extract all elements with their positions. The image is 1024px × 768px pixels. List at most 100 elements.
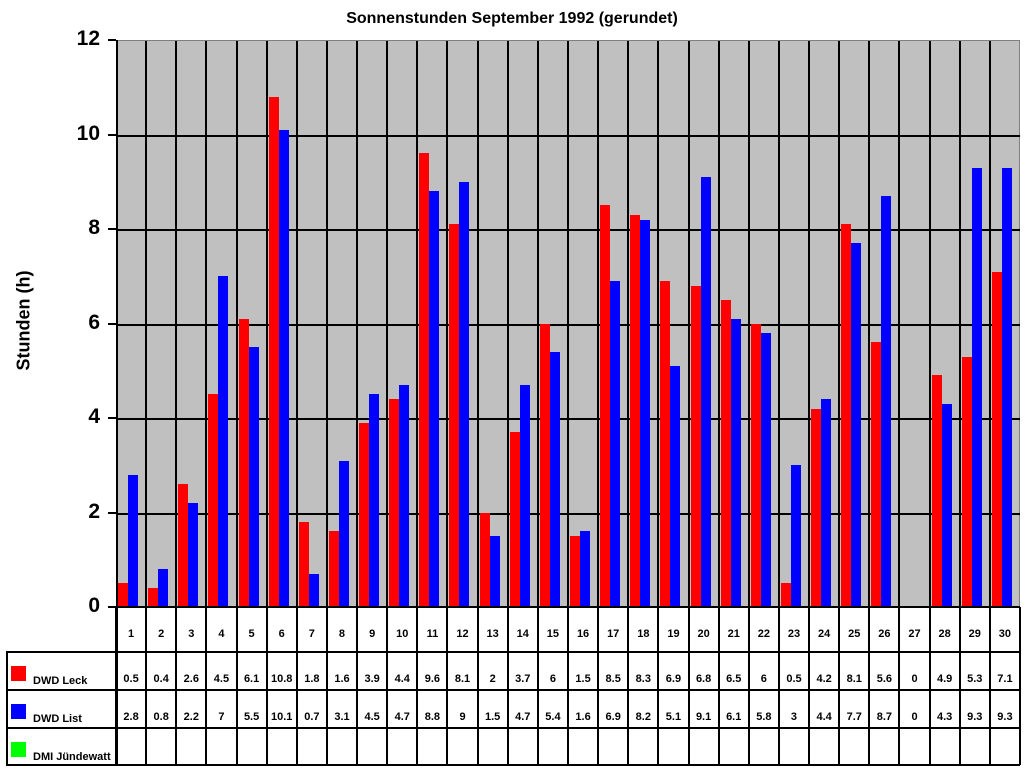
category-label: 15 <box>546 628 560 640</box>
table-value: 9.3 <box>997 711 1013 723</box>
category-label: 26 <box>878 628 891 640</box>
bar-dwd-leck <box>841 224 852 607</box>
gridline-vertical <box>687 41 690 608</box>
table-row-line <box>6 727 1020 729</box>
table-value: 7 <box>218 711 225 723</box>
gridline-vertical <box>235 41 238 608</box>
category-label: 13 <box>486 628 499 640</box>
gridline-vertical <box>536 41 539 608</box>
table-column-line <box>958 607 961 765</box>
table-column-line <box>416 607 419 765</box>
table-value: 8.3 <box>635 673 651 685</box>
bar-dwd-leck <box>630 214 641 607</box>
category-label: 27 <box>908 628 921 640</box>
bar-dwd-leck <box>720 299 731 607</box>
table-value: 0.5 <box>786 673 802 685</box>
table-value: 1.8 <box>304 673 320 685</box>
bar-dwd-leck <box>811 408 822 607</box>
gridline-vertical <box>627 41 630 608</box>
bar-dwd-leck <box>780 583 791 607</box>
bar-dwd-leck <box>539 323 550 607</box>
table-value: 6.1 <box>726 711 742 723</box>
table-value: 5.4 <box>545 711 561 723</box>
y-tick-mark <box>108 228 116 230</box>
table-value: 3.9 <box>364 673 380 685</box>
y-tick-mark <box>108 511 116 514</box>
y-tick-mark <box>108 606 116 608</box>
table-column-line <box>988 607 991 765</box>
y-tick-label: 8 <box>88 216 100 239</box>
table-column-line <box>235 607 238 765</box>
category-label: 28 <box>938 628 951 640</box>
table-value: 0 <box>911 711 918 723</box>
bar-dwd-list <box>700 177 711 607</box>
table-value: 3.7 <box>515 673 531 685</box>
bar-dwd-leck <box>509 432 520 607</box>
bar-dwd-list <box>158 569 169 607</box>
bar-dwd-list <box>790 465 801 607</box>
legend-swatch-dmi-jündewatt <box>11 742 26 757</box>
table-column-line <box>205 607 208 765</box>
bar-dwd-list <box>1001 167 1012 607</box>
category-label: 5 <box>248 628 255 640</box>
table-value: 5.3 <box>967 673 983 685</box>
table-column-line <box>717 607 720 765</box>
gridline-vertical <box>567 41 569 608</box>
category-label: 7 <box>308 628 315 640</box>
table-value: 9 <box>459 711 466 723</box>
y-tick-label: 6 <box>88 310 100 334</box>
bar-dwd-leck <box>570 536 580 607</box>
bar-dwd-leck <box>238 318 249 607</box>
category-label: 10 <box>396 628 409 640</box>
table-value: 6 <box>760 673 767 685</box>
y-axis-label: Stunden (h) <box>13 270 34 371</box>
category-label: 3 <box>188 628 195 640</box>
x-axis-line <box>108 606 1020 608</box>
gridline-vertical <box>777 41 780 608</box>
category-label: 4 <box>218 628 225 640</box>
table-value: 10.8 <box>271 673 293 685</box>
bar-dwd-list <box>580 531 590 607</box>
table-value: 3.1 <box>334 711 350 723</box>
bar-dwd-list <box>640 219 651 607</box>
bar-dwd-leck <box>328 531 339 607</box>
bar-dwd-list <box>881 195 892 607</box>
category-label: 21 <box>727 628 740 640</box>
y-tick-label: 12 <box>76 27 100 50</box>
gridline-vertical <box>205 41 208 608</box>
bar-dwd-list <box>760 332 771 607</box>
gridline-vertical <box>476 41 479 608</box>
bar-dwd-list <box>218 276 229 607</box>
table-value: 6.1 <box>243 673 260 685</box>
table-value: 4.7 <box>394 711 410 723</box>
table-column-line <box>506 607 509 765</box>
y-tick-label: 2 <box>88 499 100 523</box>
bar-dwd-list <box>128 474 138 607</box>
table-column-line <box>777 607 780 765</box>
gridline-vertical <box>868 41 871 608</box>
table-column-line <box>476 607 479 765</box>
bar-dwd-list <box>459 181 470 607</box>
table-column-line <box>627 607 630 765</box>
bar-dwd-list <box>399 384 410 607</box>
gridline-vertical <box>717 41 720 608</box>
bar-dwd-list <box>971 167 982 607</box>
table-value: 6 <box>549 673 556 685</box>
bar-dwd-list <box>338 460 349 607</box>
table-column-line <box>747 607 750 765</box>
y-tick-mark <box>108 133 116 136</box>
bar-dwd-leck <box>208 394 219 607</box>
bar-dwd-list <box>489 536 500 607</box>
category-label: 6 <box>278 628 285 640</box>
table-value: 8.8 <box>424 711 441 723</box>
bar-dwd-list <box>248 347 259 607</box>
category-label: 2 <box>158 628 165 640</box>
bar-dwd-list <box>730 318 741 607</box>
table-value: 9.6 <box>424 673 441 685</box>
category-label: 30 <box>998 628 1012 640</box>
table-value: 8.1 <box>454 673 471 685</box>
category-label: 19 <box>667 628 680 640</box>
bar-dwd-leck <box>298 521 309 607</box>
table-value: 4.4 <box>394 673 410 685</box>
bar-dwd-leck <box>750 323 761 607</box>
